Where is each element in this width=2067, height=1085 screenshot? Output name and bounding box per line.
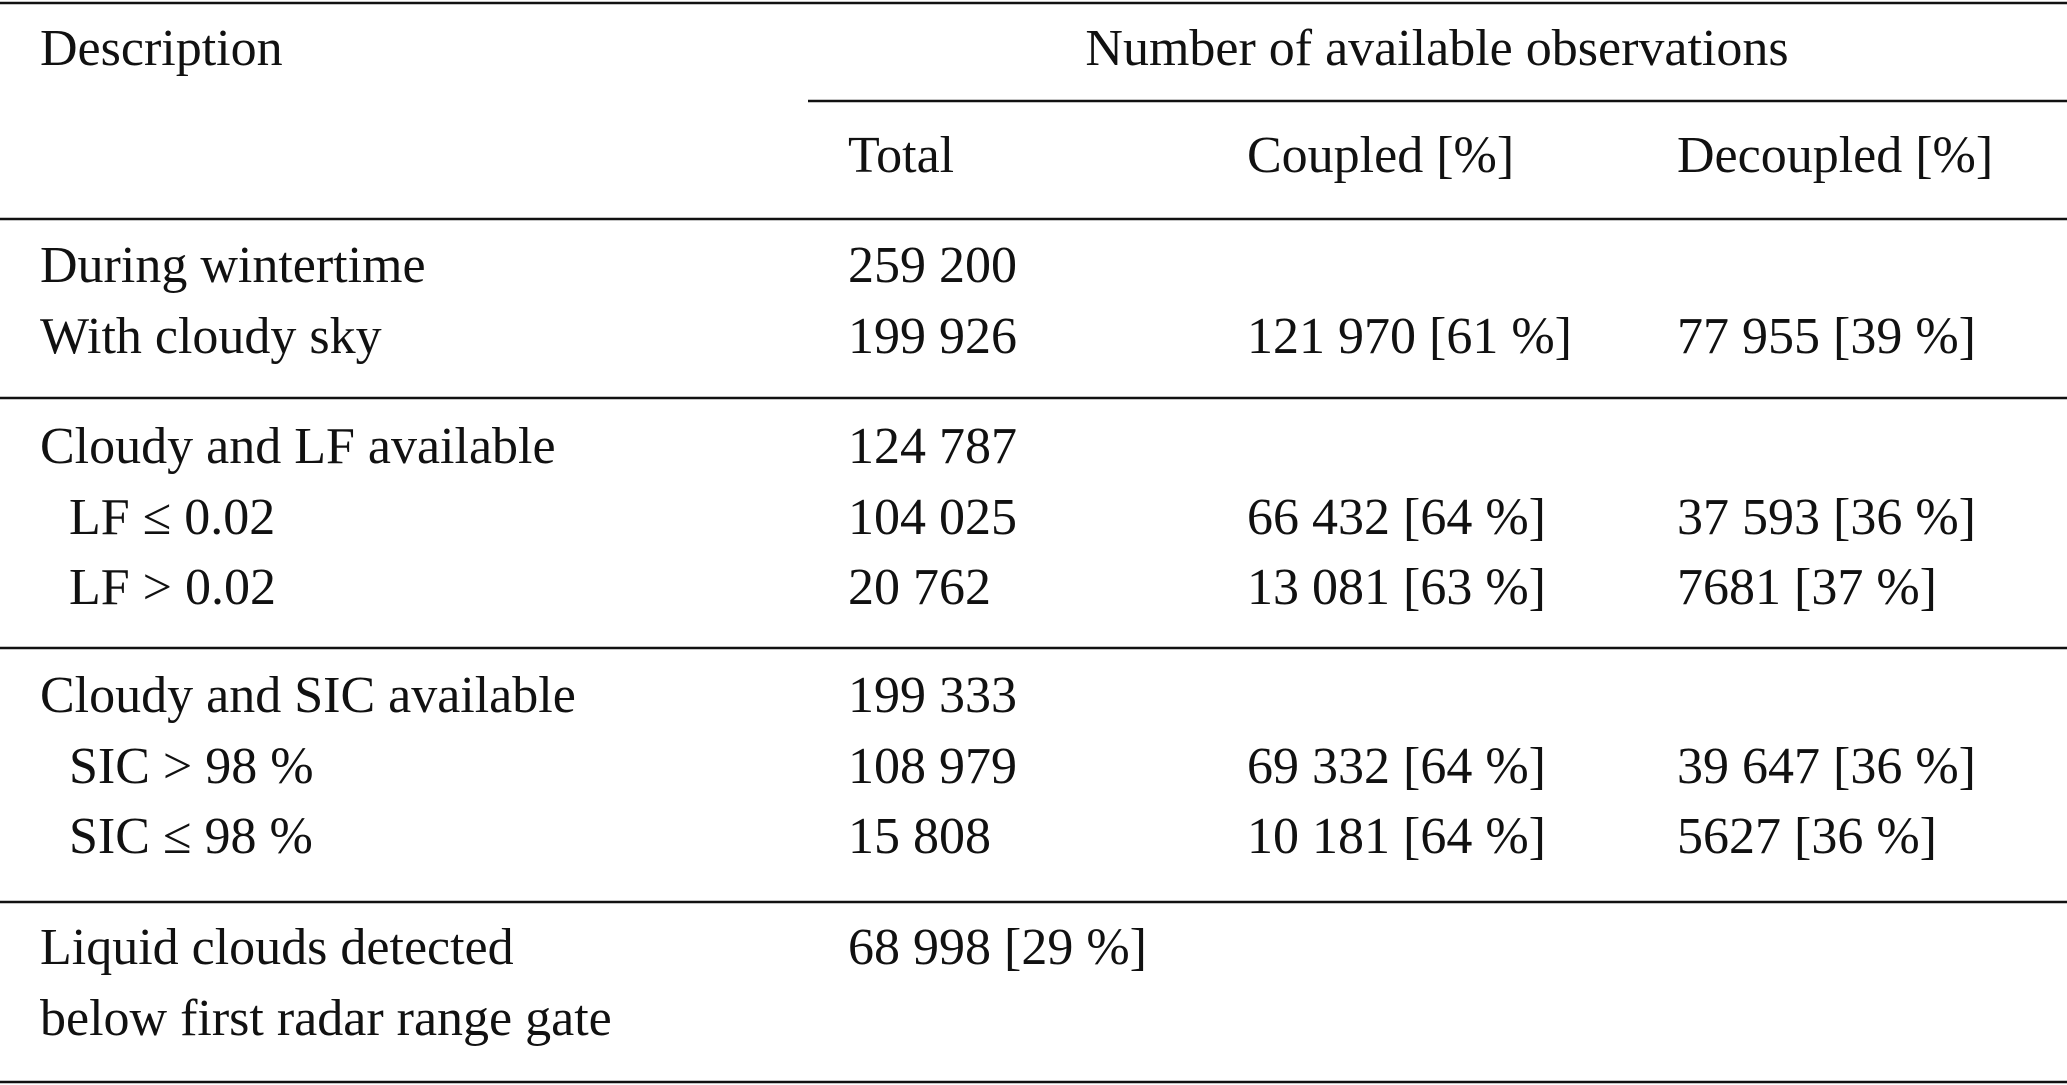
row-label: SIC > 98 % (69, 738, 314, 795)
column-header: Total (848, 127, 954, 184)
cell-decoupled: 77 955 [39 %] (1677, 308, 1976, 365)
column-header: Description (40, 20, 283, 77)
cell-coupled: 66 432 [64 %] (1247, 489, 1546, 546)
row-label: LF > 0.02 (69, 559, 276, 616)
cell-total: 20 762 (848, 559, 991, 616)
cell-decoupled: 5627 [36 %] (1677, 808, 1937, 865)
row-label: Cloudy and SIC available (40, 667, 576, 724)
row-label: below first radar range gate (40, 990, 612, 1047)
cell-coupled: 69 332 [64 %] (1247, 738, 1546, 795)
cell-total: 199 333 (848, 667, 1017, 724)
cell-coupled: 10 181 [64 %] (1247, 808, 1546, 865)
cell-total: 104 025 (848, 489, 1017, 546)
cell-decoupled: 37 593 [36 %] (1677, 489, 1976, 546)
cell-total: 199 926 (848, 308, 1017, 365)
cell-total: 15 808 (848, 808, 991, 865)
cell-decoupled: 7681 [37 %] (1677, 559, 1937, 616)
cell-total: 108 979 (848, 738, 1017, 795)
cell-total: 124 787 (848, 418, 1017, 475)
cell-coupled: 121 970 [61 %] (1247, 308, 1572, 365)
row-label: LF ≤ 0.02 (69, 489, 275, 546)
cell-total: 259 200 (848, 237, 1017, 294)
row-label: With cloudy sky (40, 308, 382, 365)
cell-coupled: 13 081 [63 %] (1247, 559, 1546, 616)
row-label: During wintertime (40, 237, 426, 294)
column-header: Coupled [%] (1247, 127, 1514, 184)
column-header: Decoupled [%] (1677, 127, 1993, 184)
row-label: Cloudy and LF available (40, 418, 556, 475)
row-label: Liquid clouds detected (40, 919, 514, 976)
cell-decoupled: 39 647 [36 %] (1677, 738, 1976, 795)
group-header: Number of available observations (1085, 20, 1788, 77)
row-label: SIC ≤ 98 % (69, 808, 313, 865)
cell-total: 68 998 [29 %] (848, 919, 1147, 976)
